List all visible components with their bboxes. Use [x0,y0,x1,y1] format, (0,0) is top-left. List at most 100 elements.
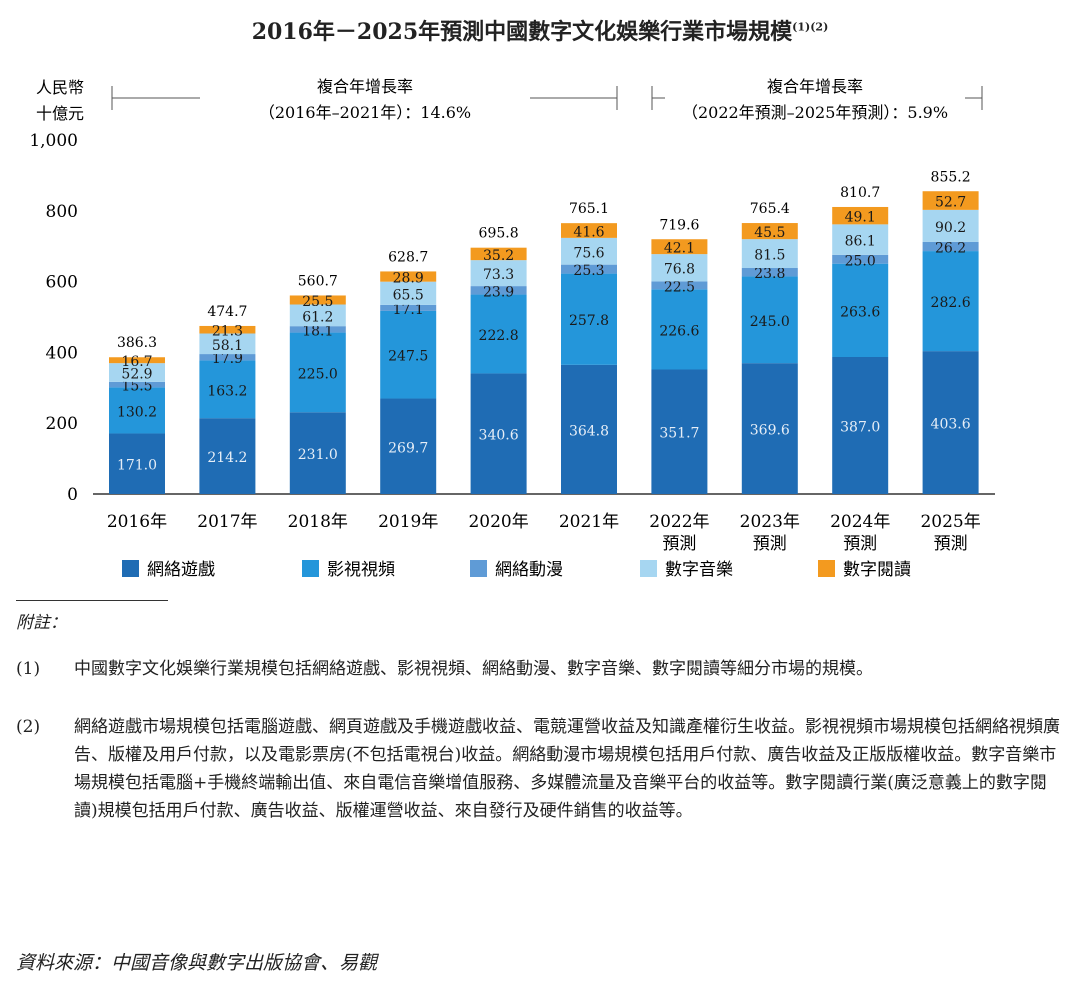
data-label: 28.9 [393,271,424,287]
legend-label: 網絡動漫 [495,560,563,580]
data-label: 231.0 [298,447,338,463]
bar-segment [199,333,256,355]
data-label: 18.1 [302,323,333,339]
bar-segment [289,304,346,327]
data-label: 73.3 [483,267,514,283]
cagr-annotation: （2016年–2021年）：14.6% [259,103,471,122]
data-label: 17.9 [212,351,243,367]
data-label: 269.7 [388,440,428,456]
data-label: 17.1 [393,302,424,318]
bar-segment [380,304,437,311]
data-label: 45.5 [754,225,785,241]
footnote-text: 中國數字文化娛樂行業規模包括網絡遊戲、影視視頻、網絡動漫、數字音樂、數字閱讀等細… [74,659,873,679]
cagr-annotation: 複合年增長率 [767,77,863,96]
bar-segment [922,241,979,252]
title-footnote-ref: (1)(2) [792,20,829,34]
bar-segment [289,326,346,333]
data-label: 364.8 [569,423,609,439]
bar-segment [470,260,527,287]
data-label: 52.7 [935,195,966,211]
data-label: 247.5 [388,349,428,365]
total-label: 695.8 [479,226,519,242]
x-tick-label: 2025年 [920,512,980,532]
legend-swatch [122,560,139,577]
data-label: 21.3 [212,324,243,340]
bar-segment [741,223,798,240]
data-label: 263.6 [840,304,880,320]
bar-segment [109,357,165,364]
bar-segment [109,363,165,382]
bar-segment [651,289,708,370]
x-tick-label: 預測 [753,534,787,554]
data-label: 403.6 [931,417,971,433]
x-tick-label: 預測 [662,534,696,554]
x-tick-label: 2021年 [559,512,619,532]
bar-segment [922,191,979,210]
data-label: 225.0 [298,366,338,382]
data-label: 25.3 [573,263,604,279]
x-tick-label: 2022年 [649,512,709,532]
bar-segment [199,418,256,494]
legend-label: 數字音樂 [665,560,733,580]
bar-segment [470,247,527,261]
bar-segment [380,281,437,305]
data-label: 76.8 [664,262,695,278]
total-label: 719.6 [659,217,699,233]
bar-segment [561,273,617,365]
footnote-number: (1) [16,659,41,679]
bar-segment [741,268,798,277]
bar-segment [561,364,617,494]
bar-segment [289,295,346,305]
data-label: 75.6 [573,245,604,261]
notes-heading: 附註： [16,613,67,633]
total-label: 765.4 [750,201,790,217]
legend-swatch [818,560,835,577]
x-tick-label: 2024年 [830,512,890,532]
footnote-text: 網絡遊戲市場規模包括電腦遊戲、網頁遊戲及手機遊戲收益、電競運營收益及知識產權衍生… [74,717,1060,821]
bar-segment [832,254,889,264]
cagr-annotation: 複合年增長率 [317,77,413,96]
total-label: 474.7 [207,304,247,320]
data-label: 35.2 [483,248,514,264]
data-label: 226.6 [659,323,699,339]
footnote-2: (2) 網絡遊戲市場規模包括電腦遊戲、網頁遊戲及手機遊戲收益、電競運營收益及知識產… [16,713,1066,825]
total-label: 810.7 [840,185,880,201]
x-tick-label: 2023年 [740,512,800,532]
bar-segment [832,263,889,358]
data-label: 61.2 [302,309,333,325]
legend-swatch [470,560,487,577]
bar-segment [470,286,527,295]
bar-segment [109,387,165,434]
data-label: 81.5 [754,248,785,264]
data-label: 351.7 [659,426,699,442]
bar-segment [109,433,165,494]
bar-segment [922,209,979,242]
bar-segment [561,223,617,238]
data-label: 65.5 [393,287,424,303]
bar-segment [651,239,708,255]
legend-label: 影視視頻 [327,560,395,580]
bar-segment [289,332,346,413]
bar-segment [922,251,979,352]
bar-segment [199,325,256,334]
legend-label: 網絡遊戲 [147,560,215,580]
data-label: 257.8 [569,313,609,329]
bar-segment [741,363,798,494]
bar-segment [470,294,527,374]
data-label: 369.6 [750,423,790,439]
x-tick-label: 2020年 [468,512,528,532]
x-tick-label: 2017年 [197,512,257,532]
data-label: 222.8 [479,328,519,344]
bar-segment [470,373,527,494]
x-tick-label: 2019年 [378,512,438,532]
data-label: 42.1 [664,241,695,257]
total-label: 855.2 [931,169,971,185]
bar-segment [289,412,346,494]
bar-segment [561,237,617,265]
data-label: 49.1 [845,210,876,226]
data-label: 214.2 [207,450,247,466]
bar-segment [561,264,617,274]
chart-title: 2016年－2025年預測中國數字文化娛樂行業市場規模(1)(2) [0,14,1080,46]
